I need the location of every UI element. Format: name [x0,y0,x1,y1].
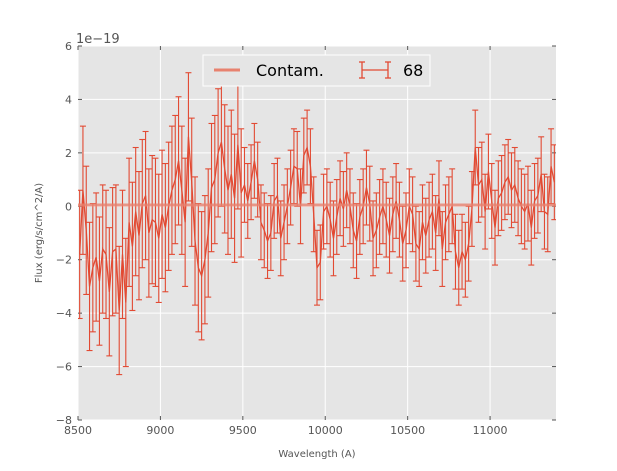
y-tick-label: 4 [65,93,72,106]
x-tick-label: 9000 [146,424,174,437]
y-axis-label: Flux (erg/s/cm^2/A) [34,183,45,283]
legend-box [202,54,431,87]
y-tick-label: −8 [56,414,72,427]
y-tick-label: 0 [65,200,72,213]
legend-contam-label: Contam. [256,61,324,80]
x-tick-label: 10500 [390,424,425,437]
y-tick-label: −6 [56,361,72,374]
y-tick-label: −2 [56,254,72,267]
y-tick-label: 6 [65,40,72,53]
offset-label: 1e−19 [76,32,120,47]
y-tick-label: −4 [56,307,72,320]
data-marks [78,72,556,376]
x-axis-label: Wavelength (A) [278,449,355,460]
series-line [78,136,555,311]
legend-series-label: 68 [403,61,423,80]
legend: Contam. 68 [202,54,431,87]
x-tick-label: 9500 [229,424,257,437]
legend-series-swatch [359,61,391,79]
y-tick-label: 2 [65,147,72,160]
x-tick-label: 10000 [308,424,343,437]
x-tick-label: 8500 [64,424,92,437]
ticks: 8500 9000 9500 10000 10500 11000 −8 −6 −4 −2 0 2 4 6 [56,40,556,437]
x-tick-label: 11000 [473,424,508,437]
